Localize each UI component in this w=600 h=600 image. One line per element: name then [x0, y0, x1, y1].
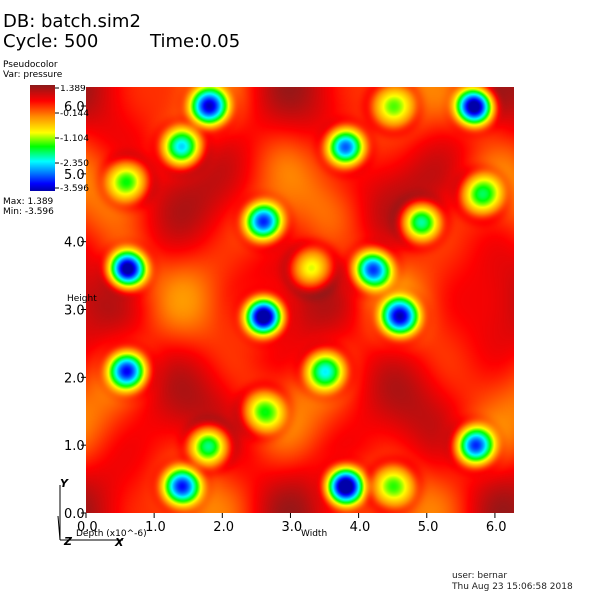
legend-tick-label: -3.596: [60, 184, 89, 194]
y-tick-label: 5.0: [64, 168, 85, 183]
x-tick-label: 4.0: [350, 520, 371, 535]
timestamp-label: Thu Aug 23 15:06:58 2018: [452, 582, 573, 592]
legend-tick-label: -0.144: [60, 109, 89, 119]
legend-tick-label: 1.389: [60, 85, 86, 94]
y-tick-label: 2.0: [64, 371, 85, 386]
x-axis-label: Width: [301, 529, 327, 539]
legend-min: Min: -3.596: [3, 207, 54, 217]
z-axis-label: Depth (x10^-6): [76, 529, 147, 539]
triad-z-label: Z: [63, 535, 73, 548]
user-label: user: bernar: [452, 571, 508, 581]
x-tick-label: 5.0: [418, 520, 439, 535]
legend-tick-label: -1.104: [60, 134, 89, 144]
triad-y-label: Y: [60, 477, 69, 490]
y-tick-label: 6.0: [64, 100, 85, 115]
y-tick-label: 4.0: [64, 236, 85, 251]
y-tick-label: 1.0: [64, 439, 85, 454]
y-tick-label: 0.0: [64, 507, 85, 522]
legend-plot-type: Pseudocolor: [3, 60, 58, 70]
x-tick-label: 6.0: [486, 520, 507, 535]
y-axis-label: Height: [67, 294, 97, 304]
x-tick-label: 0.0: [77, 520, 98, 535]
x-tick-label: 1.0: [145, 520, 166, 535]
legend-colorbar: 1.389 -0.144 -1.104 -2.350 -3.596: [30, 85, 89, 194]
triad-x-label: X: [114, 536, 124, 549]
y-tick-label: 3.0: [64, 303, 85, 318]
triad-z-axis: [57, 515, 61, 541]
x-tick-label: 2.0: [213, 520, 234, 535]
legend-tick-label: -2.350: [60, 159, 89, 169]
x-tick-label: 3.0: [281, 520, 302, 535]
pseudocolor-plot: [86, 87, 514, 513]
legend-gradient: [30, 85, 55, 191]
legend-max: Max: 1.389: [3, 197, 54, 207]
cycle-label: Cycle: 500: [3, 31, 99, 52]
database-title: DB: batch.sim2: [3, 11, 141, 32]
legend-variable: Var: pressure: [3, 70, 63, 80]
time-label: Time:0.05: [150, 31, 241, 52]
